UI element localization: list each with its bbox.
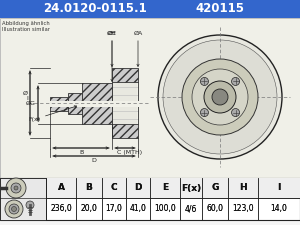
Text: 24.0120-0115.1: 24.0120-0115.1: [43, 2, 147, 16]
Bar: [112, 124, 138, 138]
Circle shape: [14, 186, 18, 190]
Text: 420115: 420115: [196, 2, 244, 16]
Text: E: E: [162, 184, 168, 193]
Text: ØG: ØG: [26, 101, 36, 106]
Text: ate: ate: [232, 117, 260, 132]
Bar: [82, 83, 112, 124]
Circle shape: [192, 69, 248, 125]
Text: F(x): F(x): [28, 106, 76, 122]
Text: B: B: [85, 184, 92, 193]
Bar: [0, 178, 300, 220]
Text: 236,0: 236,0: [50, 205, 72, 214]
Text: H: H: [239, 184, 247, 193]
Text: 20,0: 20,0: [81, 205, 98, 214]
Circle shape: [26, 201, 34, 209]
Bar: [68, 93, 82, 114]
Text: 60,0: 60,0: [206, 205, 224, 214]
Text: 60,0: 60,0: [206, 205, 224, 214]
Text: B: B: [79, 150, 83, 155]
Text: 4/6: 4/6: [185, 205, 197, 214]
Text: D: D: [134, 184, 142, 193]
Bar: [0, 0, 300, 18]
Text: Ø: Ø: [23, 90, 28, 95]
Text: Illustration similar: Illustration similar: [2, 27, 50, 32]
Circle shape: [200, 77, 208, 86]
Text: I: I: [277, 184, 281, 193]
Text: F(x): F(x): [181, 184, 201, 193]
Circle shape: [163, 40, 277, 154]
Text: A: A: [58, 184, 64, 193]
Text: 100,0: 100,0: [154, 205, 176, 214]
Text: I: I: [277, 184, 281, 193]
Text: D: D: [92, 158, 96, 163]
Text: B: B: [85, 184, 92, 193]
Text: Abbildung ähnlich: Abbildung ähnlich: [2, 21, 50, 26]
Circle shape: [6, 178, 26, 198]
Text: 4/6: 4/6: [185, 205, 197, 214]
Text: C: C: [111, 184, 117, 193]
Text: 100,0: 100,0: [154, 205, 176, 214]
Text: G: G: [211, 184, 219, 193]
Text: 41,0: 41,0: [130, 205, 146, 214]
Circle shape: [5, 200, 23, 218]
Bar: [46, 178, 300, 198]
Bar: [112, 68, 138, 82]
Text: I: I: [26, 95, 28, 101]
Text: 123,0: 123,0: [232, 205, 254, 214]
Text: 20,0: 20,0: [81, 205, 98, 214]
Text: 236,0: 236,0: [50, 205, 72, 214]
Text: A: A: [58, 184, 64, 193]
Circle shape: [11, 183, 21, 193]
Text: 17,0: 17,0: [106, 205, 122, 214]
Text: ØA: ØA: [134, 31, 142, 36]
Text: ØE: ØE: [108, 31, 116, 36]
Circle shape: [212, 89, 228, 105]
Bar: [50, 97, 68, 111]
Text: 123,0: 123,0: [232, 205, 254, 214]
Circle shape: [232, 77, 240, 86]
Circle shape: [232, 108, 240, 117]
Text: F(x): F(x): [181, 184, 201, 193]
Circle shape: [9, 204, 19, 214]
Text: G: G: [211, 184, 219, 193]
Bar: [0, 178, 46, 220]
Text: 14,0: 14,0: [271, 205, 287, 214]
Circle shape: [200, 108, 208, 117]
Text: E: E: [162, 184, 168, 193]
Text: 14,0: 14,0: [271, 205, 287, 214]
Circle shape: [204, 81, 236, 113]
Bar: [0, 18, 300, 178]
Bar: [113, 82, 137, 124]
Text: D: D: [134, 184, 142, 193]
Text: C: C: [111, 184, 117, 193]
Text: ØH: ØH: [107, 31, 117, 36]
Text: 41,0: 41,0: [130, 205, 146, 214]
Text: C (MTH): C (MTH): [117, 150, 142, 155]
Circle shape: [11, 207, 16, 212]
Bar: [48, 101, 140, 107]
Circle shape: [158, 35, 282, 159]
Text: H: H: [239, 184, 247, 193]
Circle shape: [182, 59, 258, 135]
Text: 17,0: 17,0: [106, 205, 122, 214]
